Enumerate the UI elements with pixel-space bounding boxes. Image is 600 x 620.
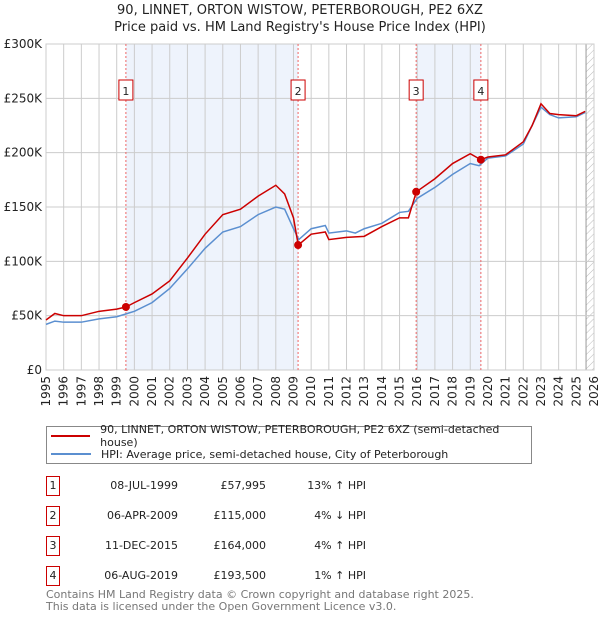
property-price-line bbox=[45, 102, 586, 321]
x-tick-label: 2005 bbox=[216, 376, 230, 407]
y-tick-label: £0 bbox=[27, 363, 42, 377]
sale-point bbox=[412, 187, 421, 196]
price-chart: 1995 1996 1997 1998 1999 2000 2001 2002 2003 2004… bbox=[4, 37, 600, 407]
x-tick-label: 2003 bbox=[180, 376, 194, 407]
x-tick-label: 2013 bbox=[357, 376, 371, 407]
sale-hpi-diff: 4% ↓ HPI bbox=[314, 509, 366, 522]
legend-swatch bbox=[51, 453, 91, 455]
hpi-line bbox=[45, 105, 586, 326]
sale-marker-badge: 2 bbox=[46, 506, 60, 526]
legend-label: 90, LINNET, ORTON WISTOW, PETERBOROUGH, … bbox=[100, 423, 500, 449]
sale-date: 11-DEC-2015 bbox=[104, 539, 178, 552]
x-tick-label: 2022 bbox=[516, 376, 530, 407]
sale-label: 1 bbox=[122, 85, 129, 98]
y-tick-label: £50K bbox=[11, 309, 43, 323]
sale-date: 06-APR-2009 bbox=[106, 509, 178, 522]
x-tick-label: 2016 bbox=[410, 376, 424, 407]
x-tick-label: 2002 bbox=[163, 376, 177, 407]
sale-price: £115,000 bbox=[213, 509, 267, 522]
sale-label-box bbox=[290, 79, 306, 101]
sale-price: £57,995 bbox=[220, 479, 267, 492]
x-tick-label: 2024 bbox=[552, 376, 566, 407]
x-tick-label: 2004 bbox=[198, 376, 212, 407]
x-tick-label: 1999 bbox=[110, 376, 124, 407]
sale-marker-badge: 4 bbox=[46, 566, 60, 586]
sale-hpi-diff: 1% ↑ HPI bbox=[314, 569, 366, 582]
x-tick-label: 2015 bbox=[393, 376, 407, 407]
sale-price: £164,000 bbox=[213, 539, 267, 552]
sale-point bbox=[121, 302, 130, 311]
y-tick-label: £150K bbox=[4, 200, 44, 214]
sale-label: 2 bbox=[295, 85, 302, 98]
legend-item-hpi: HPI: Average price, semi-detached house,… bbox=[51, 446, 448, 462]
legend: 90, LINNET, ORTON WISTOW, PETERBOROUGH, … bbox=[46, 423, 532, 464]
sale-label: 3 bbox=[413, 85, 420, 98]
x-tick-label: 2017 bbox=[428, 376, 442, 407]
x-tick-label: 1997 bbox=[74, 376, 88, 407]
x-tick-label: 2007 bbox=[251, 376, 265, 407]
sale-marker-badge: 3 bbox=[46, 536, 60, 556]
x-tick-label: 2009 bbox=[286, 376, 300, 407]
chart-title: 90, LINNET, ORTON WISTOW, PETERBOROUGH, … bbox=[117, 3, 483, 18]
x-tick-label: 2014 bbox=[375, 376, 389, 407]
sale-hpi-diff: 4% ↑ HPI bbox=[314, 539, 366, 552]
sale-point bbox=[476, 155, 485, 164]
legend-item-property: 90, LINNET, ORTON WISTOW, PETERBOROUGH, … bbox=[51, 423, 531, 449]
chart-subtitle: Price paid vs. HM Land Registry's House … bbox=[114, 20, 486, 35]
x-tick-label: 2026 bbox=[587, 376, 600, 407]
x-tick-label: 2011 bbox=[322, 376, 336, 407]
x-tick-label: 2023 bbox=[534, 376, 548, 407]
y-tick-label: £250K bbox=[4, 91, 44, 105]
legend-label: HPI: Average price, semi-detached house,… bbox=[101, 447, 449, 461]
sale-hpi-diff: 13% ↑ HPI bbox=[307, 479, 366, 492]
sale-label: 4 bbox=[477, 85, 484, 98]
x-tick-label: 2025 bbox=[569, 376, 583, 407]
y-tick-label: £200K bbox=[4, 146, 44, 160]
sale-date: 06-AUG-2019 bbox=[104, 569, 178, 582]
x-tick-label: 1998 bbox=[92, 376, 106, 407]
y-tick-label: £300K bbox=[4, 37, 44, 51]
x-tick-label: 2001 bbox=[145, 376, 159, 407]
sale-label-box bbox=[118, 79, 134, 101]
sale-price: £193,500 bbox=[213, 569, 267, 582]
x-tick-label: 2020 bbox=[481, 376, 495, 407]
x-tick-label: 2018 bbox=[446, 376, 460, 407]
x-tick-label: 1996 bbox=[57, 376, 71, 407]
legend-swatch bbox=[51, 435, 91, 437]
x-tick-label: 2000 bbox=[127, 376, 141, 407]
footer-line: Contains HM Land Registry data © Crown c… bbox=[46, 588, 474, 601]
y-tick-label: £100K bbox=[4, 254, 44, 268]
x-tick-label: 2010 bbox=[304, 376, 318, 407]
x-tick-label: 2021 bbox=[499, 376, 513, 407]
x-tick-label: 1995 bbox=[39, 376, 53, 407]
sale-label-box bbox=[408, 79, 424, 101]
x-tick-label: 2006 bbox=[233, 376, 247, 407]
plot-border bbox=[45, 43, 595, 371]
x-tick-label: 2019 bbox=[463, 376, 477, 407]
sale-point bbox=[294, 241, 303, 250]
x-tick-label: 2012 bbox=[340, 376, 354, 407]
sale-marker-badge: 1 bbox=[46, 476, 60, 496]
sale-date: 08-JUL-1999 bbox=[110, 479, 178, 492]
x-tick-label: 2008 bbox=[269, 376, 283, 407]
footer-line: This data is licensed under the Open Gov… bbox=[46, 600, 397, 613]
sale-label-box bbox=[473, 79, 489, 101]
footer: Contains HM Land Registry data © Crown c… bbox=[46, 589, 474, 613]
